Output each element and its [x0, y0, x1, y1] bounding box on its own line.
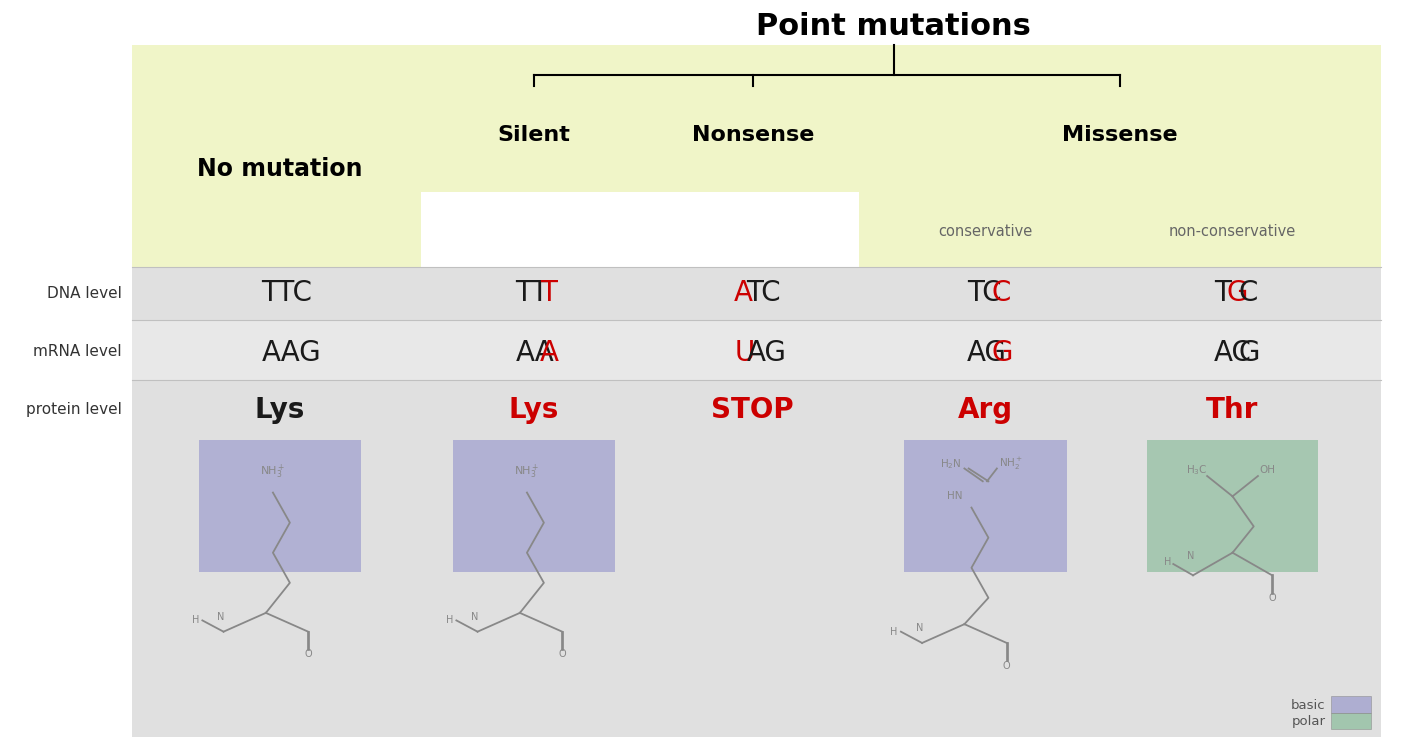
Text: TTC: TTC — [262, 279, 313, 308]
Text: G: G — [991, 339, 1012, 368]
Bar — [132, 380, 1381, 737]
Text: Nonsense: Nonsense — [691, 126, 814, 145]
Text: H: H — [891, 626, 898, 637]
Text: N: N — [472, 611, 479, 622]
Text: polar: polar — [1291, 715, 1325, 729]
Text: Silent: Silent — [497, 126, 571, 145]
Text: G: G — [1226, 279, 1247, 308]
Text: Arg: Arg — [959, 396, 1012, 424]
Text: Thr: Thr — [1206, 396, 1259, 424]
Text: NH$_3^+$: NH$_3^+$ — [261, 462, 286, 481]
Text: STOP: STOP — [711, 396, 794, 424]
Bar — [132, 45, 421, 278]
Bar — [421, 45, 1381, 192]
Text: AAG: AAG — [262, 339, 321, 368]
Bar — [905, 440, 1066, 572]
Text: No mutation: No mutation — [197, 157, 362, 181]
Text: basic: basic — [1291, 699, 1325, 712]
Text: mRNA level: mRNA level — [34, 344, 122, 359]
Bar — [1331, 713, 1371, 729]
Text: O: O — [304, 649, 312, 660]
Text: C: C — [1239, 279, 1257, 308]
Text: NH$_3^+$: NH$_3^+$ — [514, 462, 539, 481]
Text: O: O — [1003, 660, 1011, 671]
Bar — [198, 440, 361, 572]
Text: non-conservative: non-conservative — [1170, 224, 1296, 239]
Text: HN: HN — [947, 491, 963, 502]
Text: N: N — [217, 611, 224, 622]
Text: Lys: Lys — [508, 396, 559, 424]
Text: O: O — [558, 649, 566, 660]
Text: C: C — [991, 279, 1011, 308]
Text: protein level: protein level — [25, 402, 122, 417]
Text: O: O — [1269, 593, 1276, 603]
Text: NH$_2^+$: NH$_2^+$ — [998, 456, 1022, 472]
Bar — [132, 320, 1381, 380]
Text: A: A — [733, 279, 753, 308]
Bar — [858, 192, 1381, 267]
Text: TC: TC — [967, 279, 1001, 308]
Text: DNA level: DNA level — [47, 286, 122, 301]
Text: Point mutations: Point mutations — [756, 12, 1031, 41]
Text: G: G — [1239, 339, 1260, 368]
Text: Lys: Lys — [255, 396, 306, 424]
Text: AG: AG — [967, 339, 1007, 368]
Bar — [1331, 696, 1371, 713]
Text: N: N — [1187, 551, 1194, 562]
Text: AA: AA — [515, 339, 554, 368]
Text: conservative: conservative — [939, 224, 1032, 239]
Bar — [453, 440, 615, 572]
Text: H$_3$C: H$_3$C — [1187, 463, 1208, 477]
Text: TT: TT — [515, 279, 549, 308]
Text: H: H — [446, 615, 453, 626]
Text: AC: AC — [1214, 339, 1252, 368]
Text: AG: AG — [746, 339, 786, 368]
Text: OH: OH — [1260, 465, 1276, 475]
Text: T: T — [539, 279, 556, 308]
Text: Missense: Missense — [1062, 126, 1178, 145]
Text: N: N — [916, 623, 923, 633]
Bar — [1147, 440, 1318, 572]
Text: H: H — [1164, 556, 1171, 567]
Text: T: T — [1214, 279, 1231, 308]
Text: TC: TC — [746, 279, 782, 308]
Bar — [132, 267, 1381, 320]
Bar — [132, 267, 1381, 737]
Text: H$_2$N: H$_2$N — [940, 457, 961, 471]
Text: H: H — [191, 615, 200, 626]
Text: A: A — [539, 339, 559, 368]
Text: U: U — [733, 339, 755, 368]
